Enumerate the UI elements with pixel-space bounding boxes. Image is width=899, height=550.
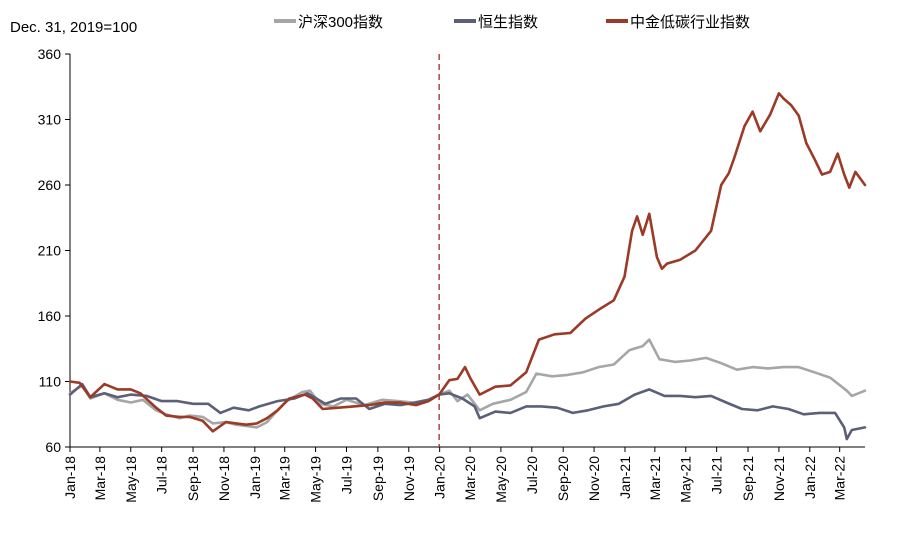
legend: 沪深300指数 恒生指数 中金低碳行业指数 <box>274 14 750 31</box>
x-tick-label: Nov-21 <box>771 456 787 501</box>
x-tick-label: Jan-20 <box>432 456 448 499</box>
series-line-2 <box>68 92 867 433</box>
x-tick-label: Sep-19 <box>370 456 386 501</box>
x-tick-label: Jul-20 <box>524 456 540 494</box>
y-tick-label: 360 <box>38 46 62 62</box>
x-tick-label: Jan-21 <box>617 456 633 499</box>
legend-label-0: 沪深300指数 <box>298 14 383 31</box>
x-tick-label: May-18 <box>123 456 139 503</box>
y-tick-label: 260 <box>38 177 62 193</box>
x-tick-label: May-19 <box>308 456 324 503</box>
x-tick-label: May-20 <box>493 456 509 503</box>
x-tick-label: Sep-20 <box>555 456 571 501</box>
x-tick-label: Sep-18 <box>185 456 201 501</box>
x-tick-label: Jul-21 <box>709 456 725 494</box>
legend-label-1: 恒生指数 <box>478 14 538 31</box>
x-tick-label: Mar-22 <box>832 456 848 501</box>
y-tick-label: 60 <box>45 439 61 455</box>
series-line-1 <box>68 382 867 441</box>
x-tick-label: Mar-19 <box>277 456 293 501</box>
x-tick-label: Jan-18 <box>62 456 78 499</box>
y-tick-label: 160 <box>38 308 62 324</box>
y-tick-label: 310 <box>38 112 62 128</box>
x-tick-label: Jan-22 <box>802 456 818 499</box>
legend-label-2: 中金低碳行业指数 <box>630 14 750 31</box>
x-tick-label: Mar-20 <box>462 456 478 501</box>
x-tick-label: Jan-19 <box>247 456 263 499</box>
x-tick-label: Jul-19 <box>338 456 354 494</box>
x-tick-label: Mar-18 <box>92 456 108 501</box>
x-tick-label: Nov-19 <box>401 456 417 501</box>
y-tick-label: 210 <box>38 243 62 259</box>
y-tick-label: 110 <box>39 374 62 390</box>
x-axis: Jan-18 Mar-18 May-18 Jul-18 Sep-18 Nov-18 Jan-… <box>62 446 865 503</box>
series-line-0 <box>68 338 867 429</box>
series-group <box>68 92 867 441</box>
x-tick-label: Jul-18 <box>154 456 170 494</box>
y-axis: 60 110 160 210 260 310 360 <box>38 46 71 455</box>
x-tick-label: Mar-21 <box>647 456 663 501</box>
x-tick-label: Sep-21 <box>740 456 756 501</box>
x-tick-label: May-21 <box>678 456 694 503</box>
x-tick-label: Nov-20 <box>586 456 602 501</box>
x-tick-label: Nov-18 <box>216 456 232 501</box>
unit-label: Dec. 31, 2019=100 <box>10 19 137 36</box>
